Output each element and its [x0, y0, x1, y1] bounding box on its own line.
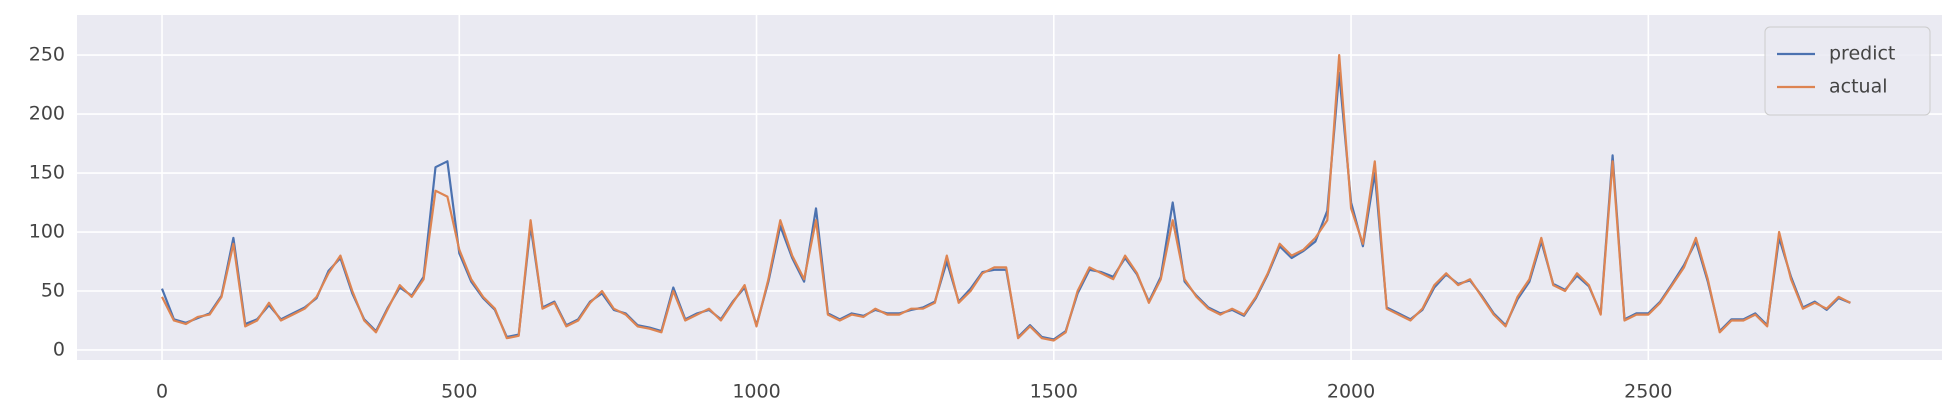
legend-box	[1764, 26, 1931, 116]
y-tick-label: 0	[53, 338, 65, 360]
y-tick-label: 50	[41, 280, 65, 302]
y-tick-label: 250	[29, 44, 65, 66]
x-tick-label: 0	[156, 381, 168, 403]
x-tick-label: 1500	[1030, 381, 1078, 403]
x-tick-label: 1000	[732, 381, 780, 403]
x-tick-label: 500	[441, 381, 477, 403]
y-tick-label: 150	[29, 162, 65, 184]
legend-label: actual	[1829, 76, 1888, 98]
y-tick-label: 100	[29, 221, 65, 243]
series-line	[161, 54, 1851, 342]
x-tick-label: 2000	[1327, 381, 1375, 403]
legend: predict actual	[1764, 26, 1931, 116]
legend-label: predict	[1829, 43, 1895, 65]
plot-area	[77, 15, 1942, 360]
x-tick-label: 2500	[1624, 381, 1672, 403]
y-tick-label: 200	[29, 103, 65, 125]
